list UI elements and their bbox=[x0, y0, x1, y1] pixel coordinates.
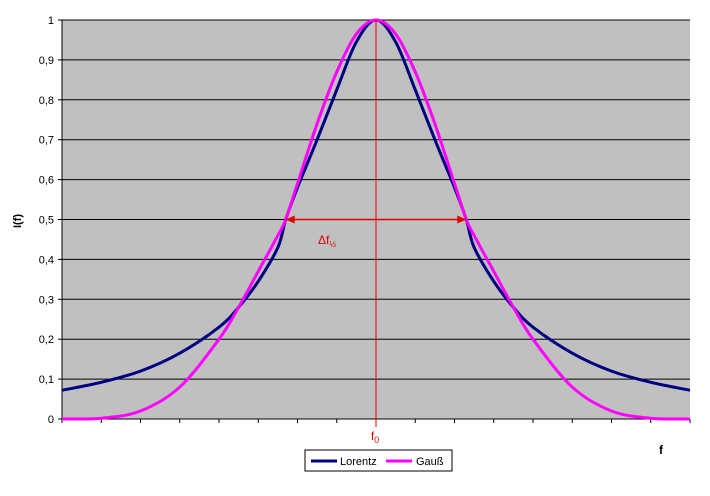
y-axis-title: I(f) bbox=[12, 214, 24, 228]
halfwidth-arrowhead-right bbox=[457, 215, 467, 224]
y-tick-label: 0,5 bbox=[39, 215, 54, 227]
legend-label-lorentz: Lorentz bbox=[340, 456, 377, 468]
x-axis-title: f bbox=[659, 443, 664, 457]
center-label-main: f bbox=[371, 429, 375, 443]
center-label: f0 bbox=[371, 429, 379, 445]
y-tick-label: 0,8 bbox=[39, 95, 54, 107]
legend-box bbox=[304, 449, 453, 472]
legend: Lorentz Gauß bbox=[304, 449, 453, 472]
y-tick-label: 0 bbox=[48, 414, 54, 426]
y-tick-label: 0,7 bbox=[39, 135, 54, 147]
y-tick-label: 0,3 bbox=[39, 294, 54, 306]
halfwidth-label-main: Δf bbox=[318, 233, 330, 247]
y-axis: 0 0,1 0,2 0,3 0,4 0,5 0,6 0,7 0,8 0,9 1 bbox=[39, 15, 63, 426]
halfwidth-arrowhead-left bbox=[285, 215, 295, 224]
y-tick-label: 0,2 bbox=[39, 334, 54, 346]
halfwidth-label-sub: ½ bbox=[329, 240, 336, 249]
y-tick-label: 1 bbox=[48, 15, 54, 27]
y-tick-label: 0,9 bbox=[39, 55, 54, 67]
halfwidth-label: Δf½ bbox=[318, 233, 336, 249]
y-tick-label: 0,6 bbox=[39, 175, 54, 187]
annotation-layer: Δf½ f0 bbox=[285, 20, 467, 445]
y-tick-label: 0,1 bbox=[39, 374, 54, 386]
legend-label-gauss: Gauß bbox=[416, 456, 444, 468]
y-tick-label: 0,4 bbox=[39, 254, 54, 266]
center-label-sub: 0 bbox=[374, 435, 379, 445]
